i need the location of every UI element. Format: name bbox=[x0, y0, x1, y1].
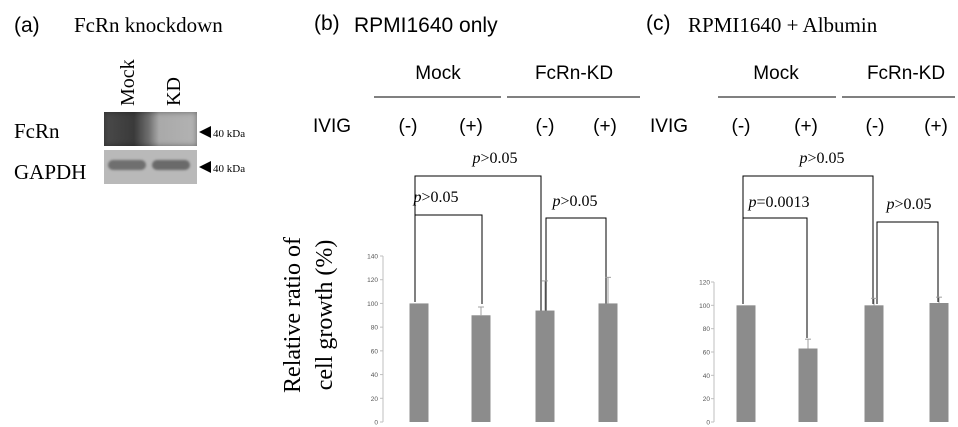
panel-a-letter: (a) bbox=[14, 14, 40, 37]
panel-b-ivig-state: (+) bbox=[593, 116, 617, 137]
panel-b-p-left: p>0.05 bbox=[412, 189, 458, 206]
y-tick-label: 60 bbox=[371, 348, 379, 355]
panel-b-group-fcrn-kd: FcRn-KD bbox=[535, 63, 613, 84]
marker-arrow-icon bbox=[199, 161, 211, 173]
y-axis-label-line-2: cell growth (%) bbox=[312, 240, 338, 391]
gapdh-band-kd bbox=[152, 160, 190, 170]
lane-label-mock: Mock bbox=[117, 59, 139, 106]
y-tick-label: 100 bbox=[367, 301, 378, 308]
gapdh-band-mock bbox=[108, 160, 146, 170]
panel-a-title: FcRn knockdown bbox=[74, 13, 223, 37]
y-tick-label: 120 bbox=[699, 280, 710, 287]
panel-c-p-right: p>0.05 bbox=[885, 196, 931, 213]
y-tick-label: 80 bbox=[371, 325, 379, 332]
y-tick-label: 140 bbox=[367, 254, 378, 261]
bar bbox=[736, 305, 756, 422]
y-tick-label: 120 bbox=[367, 277, 378, 284]
y-tick-label: 60 bbox=[703, 350, 711, 357]
blot-row-label-fcrn: FcRn bbox=[14, 119, 60, 143]
panel-b-bracket-right bbox=[545, 217, 607, 312]
y-tick-label: 0 bbox=[374, 420, 378, 427]
panel-c-ivig-label: IVIG bbox=[650, 116, 688, 137]
panel-c-ivig-state: (+) bbox=[794, 116, 818, 137]
panel-c-group-mock: Mock bbox=[753, 63, 799, 84]
panel-b-group-mock: Mock bbox=[415, 63, 461, 84]
y-tick-label: 40 bbox=[371, 372, 379, 379]
lane-label-kd: KD bbox=[163, 77, 185, 106]
panel-c-p-outer: p>0.05 bbox=[798, 150, 844, 167]
bar bbox=[929, 303, 949, 422]
panel-c-group-fcrn-kd: FcRn-KD bbox=[867, 63, 945, 84]
bar bbox=[535, 310, 555, 422]
chart-rpmi1640-only: 0 20 40 60 80 100 120 140 bbox=[367, 254, 618, 427]
panel-b-ivig-state: (-) bbox=[399, 116, 418, 137]
panel-c-p-left: p=0.0013 bbox=[747, 194, 809, 211]
y-tick-label: 40 bbox=[703, 373, 711, 380]
panel-c-ivig-state: (-) bbox=[732, 116, 751, 137]
bar bbox=[409, 303, 429, 422]
panel-b-p-outer: p>0.05 bbox=[471, 150, 517, 167]
panel-b-ivig-state: (-) bbox=[536, 116, 555, 137]
gapdh-marker-label: 40 kDa bbox=[213, 163, 245, 175]
panel-c-title: RPMI1640 + Albumin bbox=[688, 13, 878, 37]
chart-rpmi1640-albumin: 0 20 40 60 80 100 120 bbox=[699, 280, 949, 427]
y-axis-label-line-1: Relative ratio of bbox=[280, 237, 306, 393]
y-tick-label: 20 bbox=[371, 396, 379, 403]
panel-c-bracket-left bbox=[742, 217, 808, 338]
y-tick-label: 0 bbox=[706, 420, 710, 427]
y-tick-label: 80 bbox=[703, 326, 711, 333]
bar bbox=[598, 303, 618, 422]
panel-c-letter: (c) bbox=[646, 12, 671, 35]
panel-b-ivig-label: IVIG bbox=[313, 116, 351, 137]
y-tick-label: 100 bbox=[699, 303, 710, 310]
y-tick-label: 20 bbox=[703, 396, 711, 403]
panel-b-p-right: p>0.05 bbox=[551, 193, 597, 210]
bar bbox=[864, 305, 884, 422]
panel-c-ivig-state: (+) bbox=[924, 116, 948, 137]
blot-row-label-gapdh: GAPDH bbox=[14, 160, 86, 184]
bar bbox=[471, 315, 491, 422]
fcrn-blot-image bbox=[104, 112, 197, 146]
bar bbox=[798, 348, 818, 422]
marker-arrow-icon bbox=[199, 126, 211, 138]
panel-c-bracket-right bbox=[876, 221, 939, 304]
panel-b-bracket-left bbox=[414, 214, 483, 304]
panel-c-ivig-state: (-) bbox=[866, 116, 885, 137]
fcrn-marker-label: 40 kDa bbox=[213, 128, 245, 140]
panel-b-ivig-state: (+) bbox=[459, 116, 483, 137]
panel-b-title: RPMI1640 only bbox=[354, 14, 498, 37]
panel-b-letter: (b) bbox=[314, 12, 340, 35]
